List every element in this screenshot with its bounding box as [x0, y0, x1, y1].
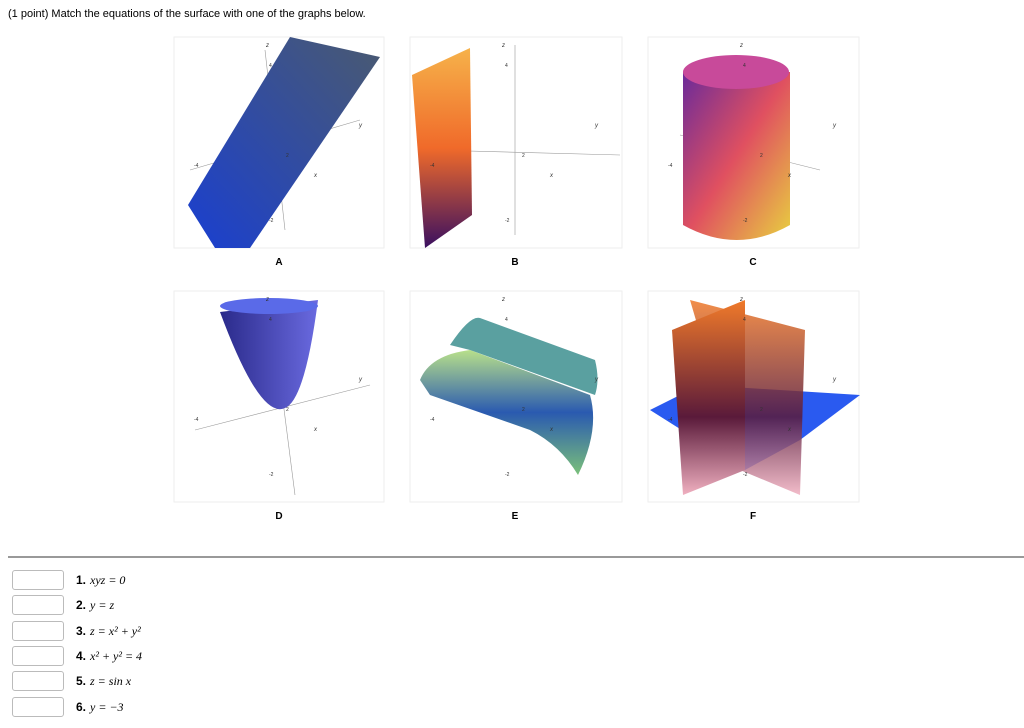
equation-text: z = x² + y²	[90, 624, 141, 638]
answer-input[interactable]	[12, 646, 64, 666]
axis-label: z	[265, 297, 269, 303]
equation-text: y = z	[90, 598, 115, 612]
tick-label: 4	[269, 317, 272, 323]
tick-label: 2	[522, 153, 525, 159]
axis-label: y	[832, 377, 837, 383]
equation: 6. y = −3	[76, 700, 124, 715]
axis-label: x	[549, 173, 554, 179]
tick-label: 4	[505, 63, 508, 69]
axis-label: z	[501, 297, 505, 303]
equation-number: 4.	[76, 649, 87, 663]
axis-label: x	[313, 427, 318, 433]
equation: 3. z = x² + y²	[76, 624, 141, 639]
graph-label: B	[511, 257, 518, 268]
tick-label: -2	[505, 218, 510, 224]
axis-label: y	[594, 377, 599, 383]
question-title: (1 point) Match the equations of the sur…	[8, 8, 366, 20]
tick-label: -4	[194, 417, 199, 423]
tick-label: -4	[430, 417, 435, 423]
equation-text: y = −3	[90, 700, 124, 714]
axis-label: x	[787, 427, 792, 433]
tick-label: -4	[668, 417, 673, 423]
tick-label: 2	[286, 407, 289, 413]
axis-label: y	[594, 123, 599, 129]
tick-label: -2	[269, 218, 274, 224]
tick-label: 4	[743, 317, 746, 323]
tick-label: -4	[194, 163, 199, 169]
axis-label: z	[501, 43, 505, 49]
equation: 1. xyz = 0	[76, 573, 125, 588]
tick-label: -2	[269, 472, 274, 478]
graph-label: F	[750, 511, 756, 522]
equation-text: x² + y² = 4	[90, 649, 143, 663]
graph-label: C	[749, 257, 756, 268]
tick-label: 2	[286, 153, 289, 159]
tick-label: 4	[743, 63, 746, 69]
equation-number: 3.	[76, 624, 87, 638]
equation: 5. z = sin x	[76, 674, 131, 689]
tick-label: -2	[743, 472, 748, 478]
axis-label: x	[313, 173, 318, 179]
axis-label: z	[739, 297, 743, 303]
axis-label: z	[739, 43, 743, 49]
axis-label: x	[549, 427, 554, 433]
axis-label: z	[265, 43, 269, 49]
equation-number: 6.	[76, 700, 87, 714]
answer-input[interactable]	[12, 570, 64, 590]
answer-input[interactable]	[12, 671, 64, 691]
equation: 2. y = z	[76, 598, 114, 613]
equation-text: xyz = 0	[90, 573, 126, 587]
tick-label: 2	[760, 407, 763, 413]
graph-label: A	[275, 257, 282, 268]
tick-label: 4	[269, 63, 272, 69]
axis-label: x	[787, 173, 792, 179]
answer-input[interactable]	[12, 697, 64, 717]
tick-label: -2	[743, 218, 748, 224]
graph-c	[647, 36, 860, 249]
equation-number: 1.	[76, 573, 87, 587]
answer-input[interactable]	[12, 595, 64, 615]
tick-label: -4	[668, 163, 673, 169]
tick-label: -4	[430, 163, 435, 169]
graph-f	[647, 290, 860, 503]
answer-input[interactable]	[12, 621, 64, 641]
graph-label: E	[512, 511, 519, 522]
axis-label: y	[358, 123, 363, 129]
equation-text: z = sin x	[90, 674, 132, 688]
graph-b	[409, 36, 623, 249]
axis-label: y	[832, 123, 837, 129]
tick-label: 2	[760, 153, 763, 159]
tick-label: 4	[505, 317, 508, 323]
graph-a	[173, 36, 385, 249]
tick-label: -2	[505, 472, 510, 478]
axis-label: y	[358, 377, 363, 383]
equation-number: 5.	[76, 674, 87, 688]
equation: 4. x² + y² = 4	[76, 649, 142, 664]
tick-label: 2	[522, 407, 525, 413]
graph-e	[409, 290, 623, 503]
graph-label: D	[275, 511, 282, 522]
equation-number: 2.	[76, 598, 87, 612]
graph-d	[173, 290, 385, 503]
